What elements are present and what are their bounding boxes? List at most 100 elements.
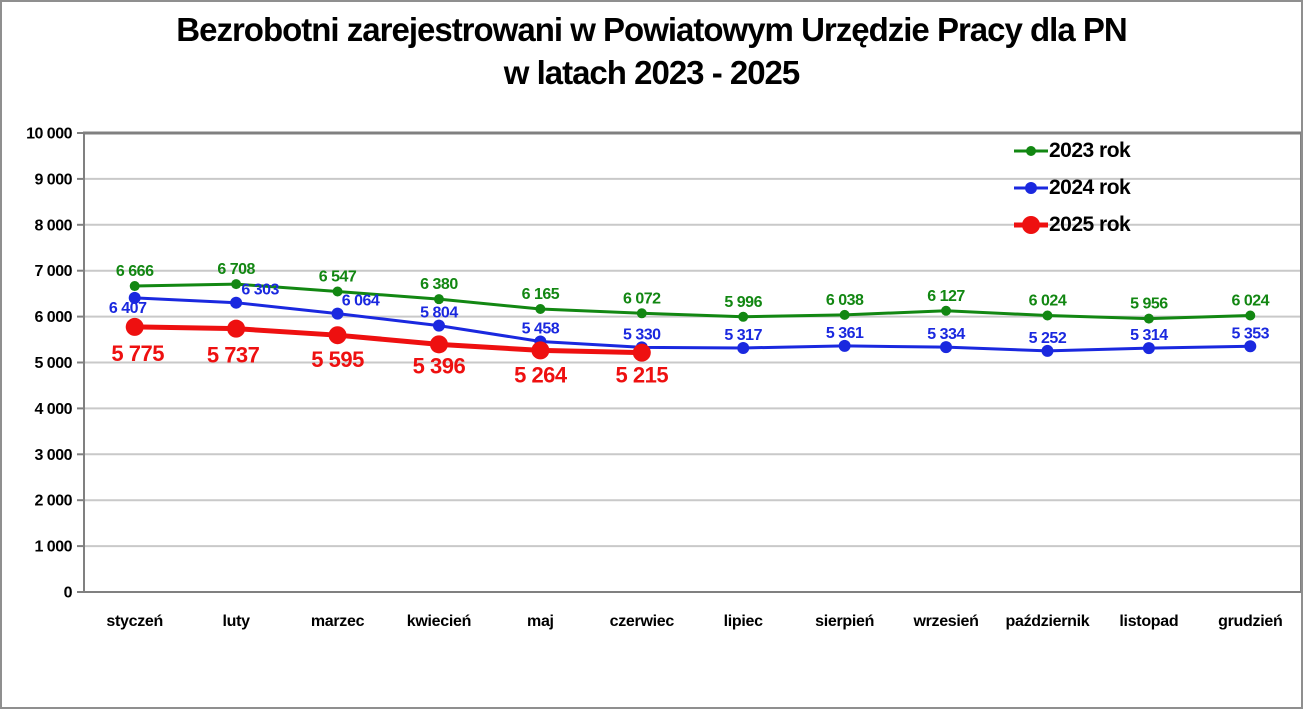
- y-axis-tick-label: 0: [64, 585, 73, 602]
- chart-legend: 2023 rok 2024 rok 2025 rok: [1014, 132, 1131, 243]
- data-point: [332, 286, 343, 297]
- data-label: 6 165: [522, 286, 560, 303]
- x-axis-category-label: październik: [1006, 613, 1090, 630]
- x-axis-category-label: sierpień: [815, 613, 874, 630]
- data-label: 6 407: [109, 300, 147, 317]
- data-point: [738, 311, 749, 322]
- data-point: [636, 308, 647, 319]
- data-label: 6 064: [342, 293, 380, 310]
- data-point: [1041, 344, 1054, 357]
- data-point: [1042, 310, 1053, 321]
- y-axis-tick-label: 7 000: [34, 263, 72, 280]
- legend-label: 2025 rok: [1049, 212, 1131, 236]
- data-point: [531, 341, 550, 360]
- y-axis-tick-label: 5 000: [34, 355, 72, 372]
- data-label: 6 024: [1232, 292, 1270, 309]
- data-label: 5 252: [1029, 330, 1067, 347]
- series-line-2024-rok: [134, 296, 1251, 353]
- legend-item-2023: 2023 rok: [1014, 132, 1131, 169]
- data-label: 6 072: [623, 290, 661, 307]
- data-label: 5 314: [1130, 327, 1168, 344]
- data-point: [839, 309, 850, 320]
- circle-marker-icon: [1025, 181, 1037, 194]
- data-point: [125, 317, 144, 336]
- data-label: 6 127: [927, 288, 965, 305]
- data-label: 5 737: [207, 343, 260, 368]
- data-label: 5 361: [826, 325, 864, 342]
- data-label: 5 317: [724, 327, 762, 344]
- x-axis-category-label: luty: [223, 613, 251, 630]
- y-axis-tick-label: 2 000: [34, 493, 72, 510]
- data-label: 6 380: [420, 276, 458, 293]
- data-label: 6 038: [826, 292, 864, 309]
- x-axis-category-label: grudzień: [1218, 613, 1282, 630]
- data-label: 5 334: [927, 326, 965, 343]
- data-label: 5 996: [724, 294, 762, 311]
- data-point: [129, 281, 140, 292]
- data-point: [1244, 340, 1257, 353]
- x-axis-category-label: wrzesień: [912, 613, 978, 630]
- legend-marker-2025: [1014, 215, 1048, 235]
- legend-label: 2024 rok: [1049, 175, 1131, 199]
- data-label: 5 595: [311, 347, 364, 372]
- data-point: [1245, 310, 1256, 321]
- chart-title: Bezrobotni zarejestrowani w Powiatowym U…: [2, 8, 1301, 94]
- data-point: [737, 341, 750, 354]
- data-label: 6 024: [1029, 292, 1067, 309]
- data-point: [1143, 313, 1154, 324]
- legend-item-2024: 2024 rok: [1014, 169, 1131, 206]
- circle-marker-icon: [1022, 215, 1040, 234]
- circle-marker-icon: [1026, 145, 1036, 156]
- data-point: [331, 307, 344, 320]
- data-point: [231, 279, 242, 290]
- data-point: [433, 294, 444, 305]
- data-label: 5 956: [1130, 296, 1168, 313]
- data-label: 5 458: [522, 320, 560, 337]
- x-axis-category-label: lipiec: [724, 613, 764, 630]
- y-axis-tick-label: 9 000: [34, 171, 72, 188]
- x-axis-category-label: czerwiec: [610, 613, 675, 630]
- data-point: [429, 335, 448, 354]
- data-label: 5 215: [616, 363, 669, 388]
- data-point: [128, 291, 141, 304]
- y-axis-tick-label: 1 000: [34, 539, 72, 556]
- data-label: 6 547: [319, 268, 357, 285]
- data-label: 5 775: [111, 341, 164, 366]
- data-label: 5 804: [420, 305, 458, 322]
- y-axis-tick-label: 6 000: [34, 309, 72, 326]
- data-label: 6 708: [217, 261, 255, 278]
- data-point: [328, 326, 347, 345]
- x-axis-category-label: marzec: [311, 613, 365, 630]
- data-point: [632, 343, 651, 362]
- data-point: [940, 341, 953, 354]
- data-label: 6 666: [116, 263, 154, 280]
- y-axis-tick-label: 3 000: [34, 447, 72, 464]
- data-point: [941, 305, 952, 316]
- data-label: 5 353: [1232, 325, 1270, 342]
- x-axis-category-label: styczeń: [106, 613, 163, 630]
- series-line-2025-rok: [134, 324, 642, 356]
- legend-label: 2023 rok: [1049, 138, 1131, 162]
- data-label: 5 396: [413, 353, 466, 378]
- chart-title-line2: w latach 2023 - 2025: [503, 54, 801, 91]
- y-axis-tick-label: 8 000: [34, 217, 72, 234]
- x-axis-category-label: listopad: [1119, 613, 1178, 630]
- chart-title-line1: Bezrobotni zarejestrowani w Powiatowym U…: [176, 11, 1127, 48]
- legend-item-2025: 2025 rok: [1014, 206, 1131, 243]
- data-point: [1142, 342, 1155, 355]
- data-point: [230, 296, 243, 309]
- data-point: [535, 304, 546, 315]
- data-point: [432, 319, 445, 332]
- x-axis-category-label: maj: [527, 613, 554, 630]
- legend-marker-2024: [1014, 178, 1048, 198]
- x-axis-category-label: kwiecień: [407, 613, 471, 630]
- y-axis-tick-label: 10 000: [26, 126, 73, 143]
- data-point: [838, 339, 851, 352]
- data-label: 5 330: [623, 326, 661, 343]
- legend-marker-2023: [1014, 141, 1048, 161]
- series-line-2023-rok: [134, 282, 1251, 321]
- data-label: 6 303: [241, 282, 279, 299]
- data-label: 5 264: [514, 362, 568, 387]
